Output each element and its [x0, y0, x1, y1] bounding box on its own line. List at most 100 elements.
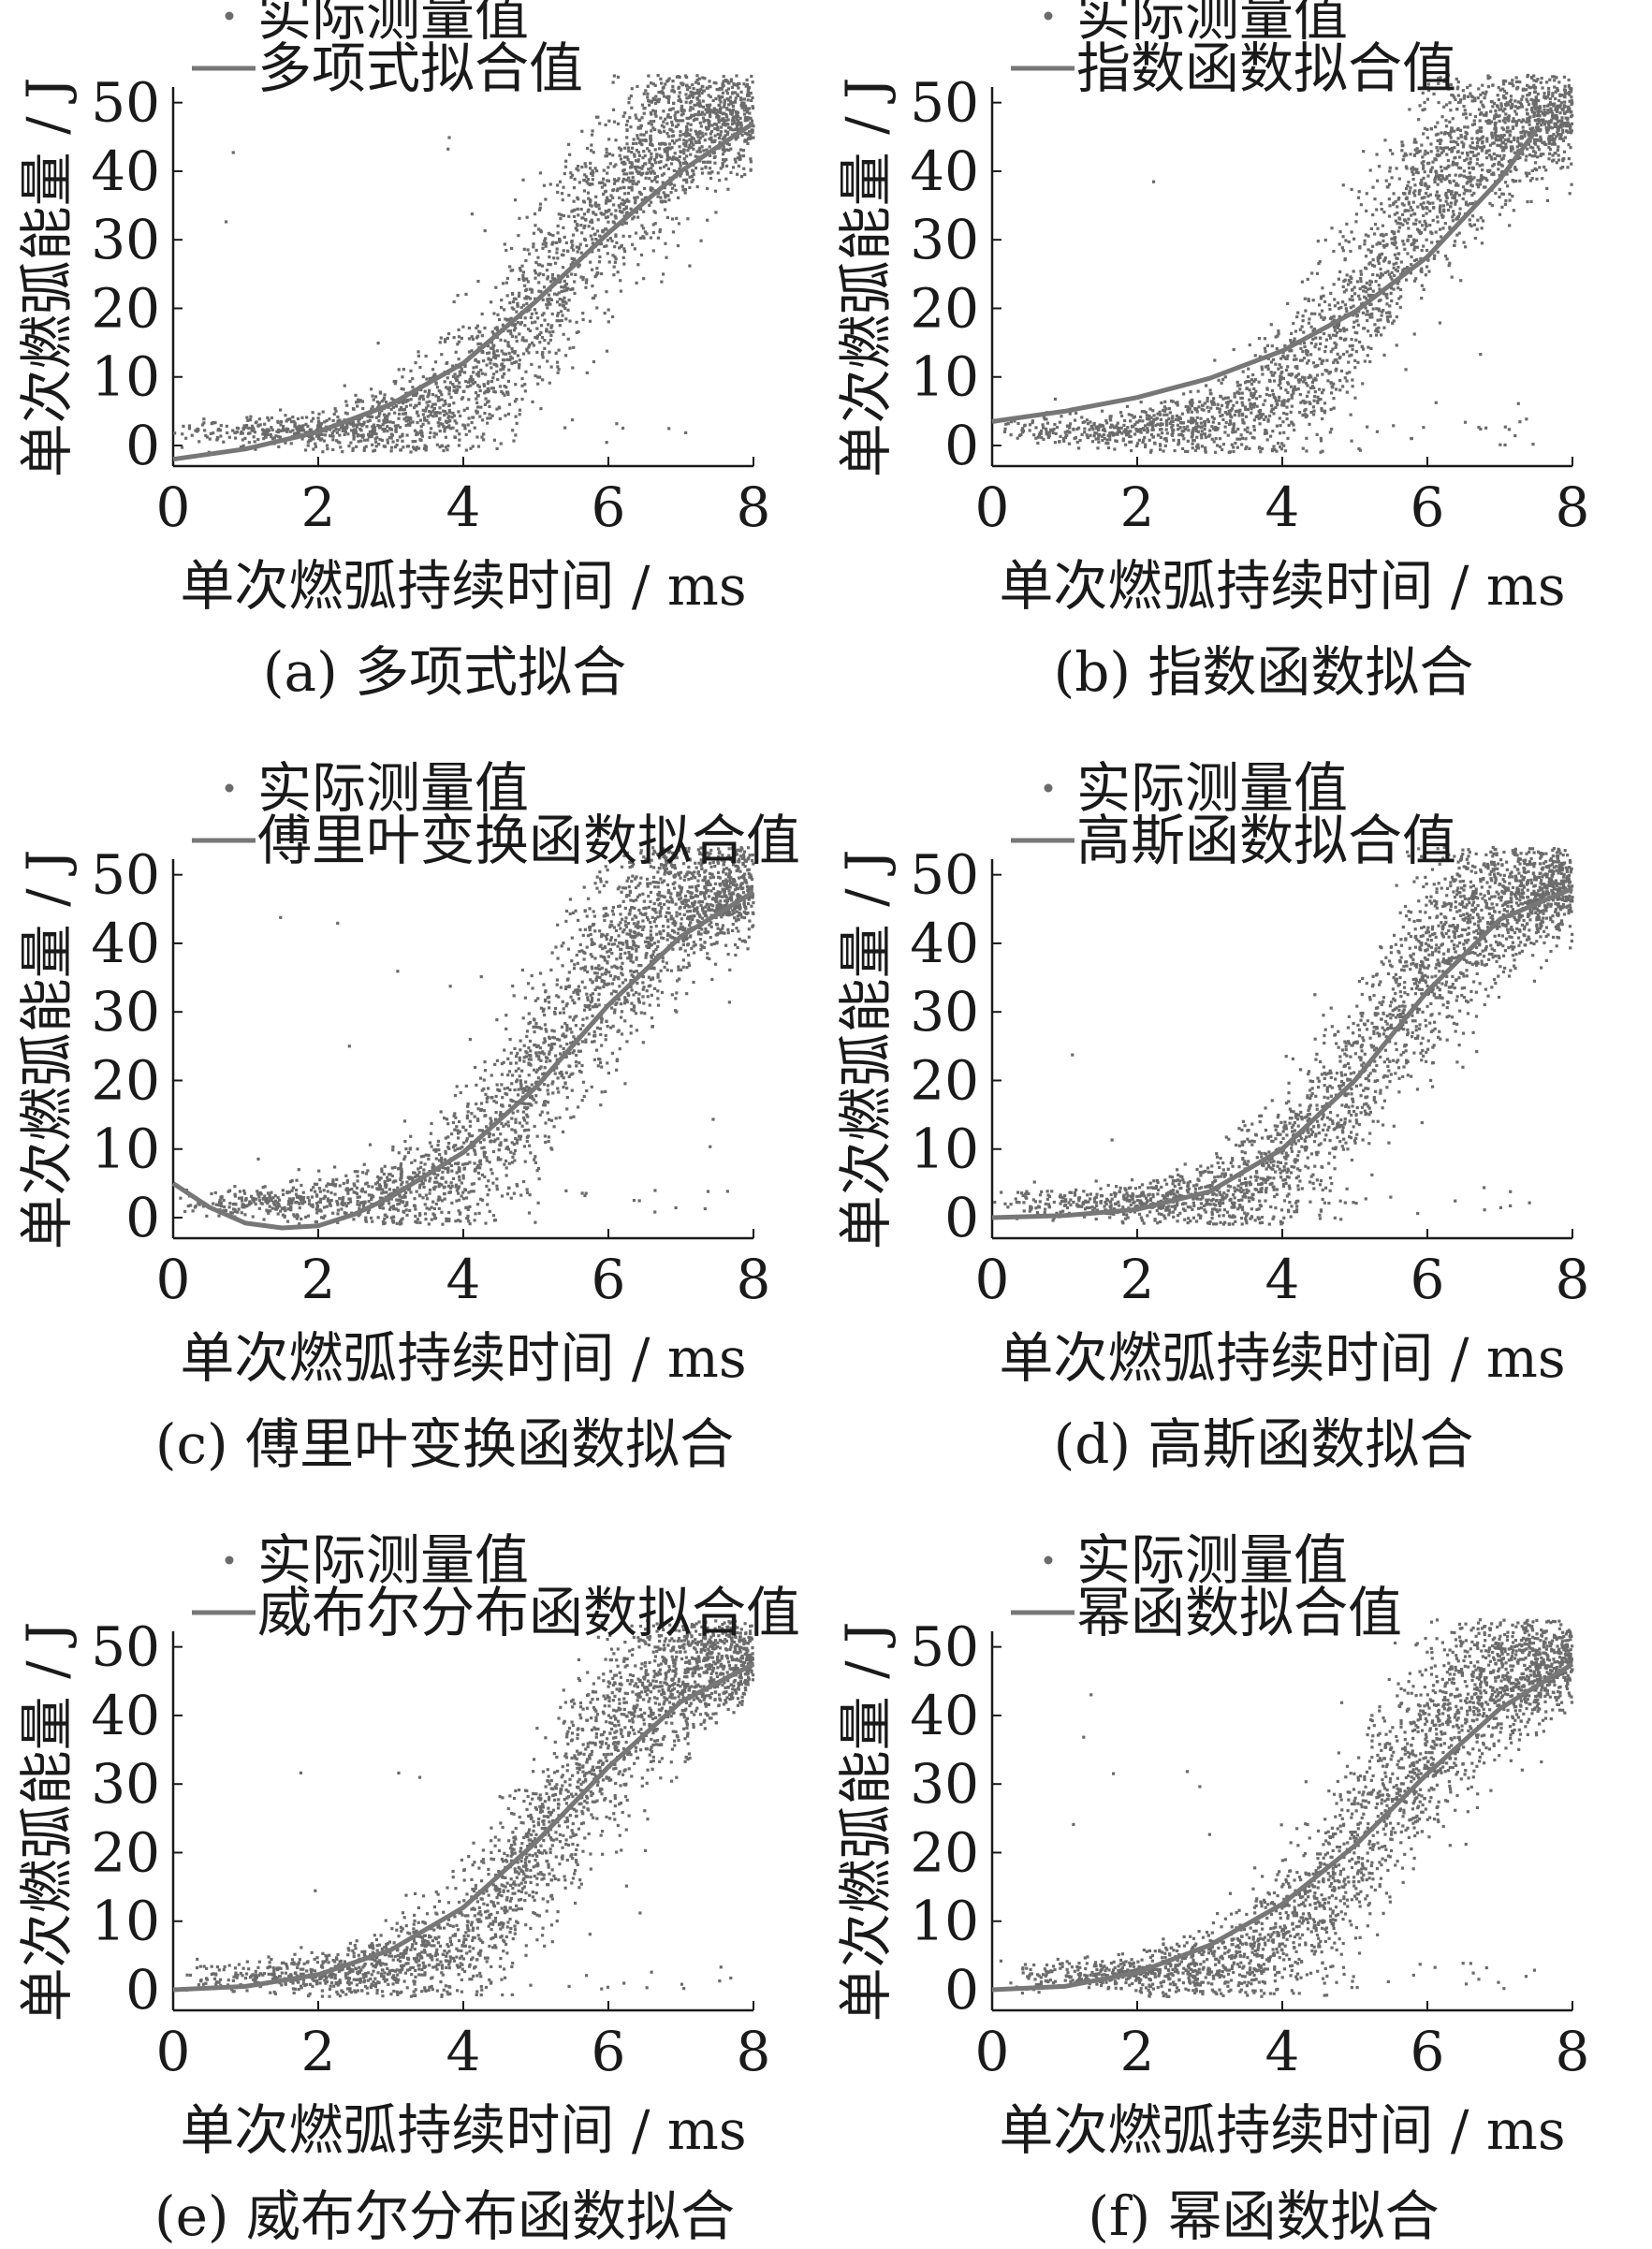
data-point	[580, 231, 584, 235]
data-point	[1500, 192, 1504, 196]
data-point	[746, 118, 750, 122]
data-point	[1508, 192, 1512, 197]
data-point	[1443, 178, 1447, 182]
data-point	[713, 134, 717, 138]
data-point	[742, 112, 747, 116]
data-point	[1330, 427, 1334, 431]
data-point	[637, 118, 641, 123]
data-point	[614, 215, 618, 219]
data-point	[1279, 357, 1283, 360]
data-point	[391, 420, 395, 425]
data-point	[594, 273, 598, 277]
data-point	[628, 171, 632, 175]
data-point	[446, 147, 450, 151]
data-point	[534, 373, 537, 378]
data-point	[595, 169, 599, 173]
data-point	[648, 203, 651, 207]
data-point	[583, 173, 587, 177]
data-point	[612, 120, 617, 124]
data-point	[1392, 262, 1396, 266]
data-point	[1398, 287, 1403, 292]
data-point	[1451, 117, 1455, 121]
data-point	[703, 112, 707, 116]
data-point	[715, 109, 719, 112]
data-point	[1354, 350, 1358, 354]
data-point	[388, 420, 392, 424]
data-point	[1362, 289, 1366, 293]
data-point	[1125, 404, 1130, 408]
data-point	[1385, 302, 1389, 306]
data-point	[644, 176, 648, 180]
data-point	[1553, 142, 1557, 146]
data-point	[1526, 94, 1529, 97]
data-point	[1369, 226, 1373, 230]
data-point	[747, 85, 752, 90]
data-point	[1317, 347, 1321, 351]
data-point	[417, 414, 420, 417]
data-point	[314, 442, 317, 445]
data-point	[680, 108, 683, 111]
data-point	[603, 244, 607, 248]
data-point	[575, 167, 578, 170]
data-point	[714, 111, 718, 115]
data-point	[371, 405, 374, 409]
data-point	[458, 373, 461, 377]
data-point	[321, 450, 325, 454]
data-point	[1376, 179, 1380, 183]
data-point	[1349, 275, 1352, 279]
data-point	[1244, 437, 1248, 441]
data-point	[728, 95, 733, 99]
data-point	[1341, 235, 1345, 239]
data-point	[641, 156, 645, 160]
data-point	[1569, 90, 1573, 94]
data-point	[463, 364, 467, 369]
data-point	[667, 427, 671, 431]
data-point	[1436, 240, 1440, 243]
data-point	[689, 153, 693, 156]
data-point	[500, 299, 504, 302]
data-point	[1453, 240, 1457, 243]
data-point	[1273, 371, 1277, 374]
data-point	[534, 320, 537, 324]
data-point	[1469, 180, 1472, 183]
data-point	[1566, 118, 1570, 122]
data-point	[1238, 387, 1242, 391]
data-point	[444, 435, 447, 439]
data-point	[1531, 146, 1535, 150]
data-point	[1468, 171, 1471, 175]
data-point	[331, 438, 335, 442]
data-point	[299, 429, 303, 432]
data-point	[1454, 183, 1458, 187]
data-point	[1257, 445, 1262, 449]
data-point	[344, 430, 347, 434]
data-point	[1068, 431, 1072, 434]
data-point	[1370, 312, 1374, 316]
data-point	[1535, 122, 1540, 126]
data-point	[567, 142, 571, 146]
data-point	[1200, 445, 1204, 448]
data-point	[1440, 115, 1444, 119]
data-point	[1412, 212, 1416, 215]
data-point	[279, 423, 283, 427]
data-point	[577, 263, 581, 267]
data-point	[1539, 110, 1542, 113]
data-point	[1444, 191, 1448, 196]
x-tick-label: 2	[1120, 475, 1155, 539]
data-point	[1384, 311, 1389, 314]
data-point	[1363, 295, 1367, 299]
data-point	[736, 94, 740, 98]
data-point	[743, 131, 747, 136]
data-point	[305, 416, 309, 419]
data-point	[690, 180, 694, 183]
data-point	[295, 425, 299, 429]
data-point	[714, 211, 718, 214]
data-point	[548, 256, 551, 259]
data-point	[650, 152, 653, 155]
data-point	[636, 165, 639, 168]
data-point	[262, 437, 266, 441]
data-point	[1462, 112, 1466, 116]
data-point	[1424, 273, 1427, 277]
data-point	[567, 299, 571, 302]
data-point	[1034, 436, 1038, 440]
data-point	[472, 371, 475, 374]
